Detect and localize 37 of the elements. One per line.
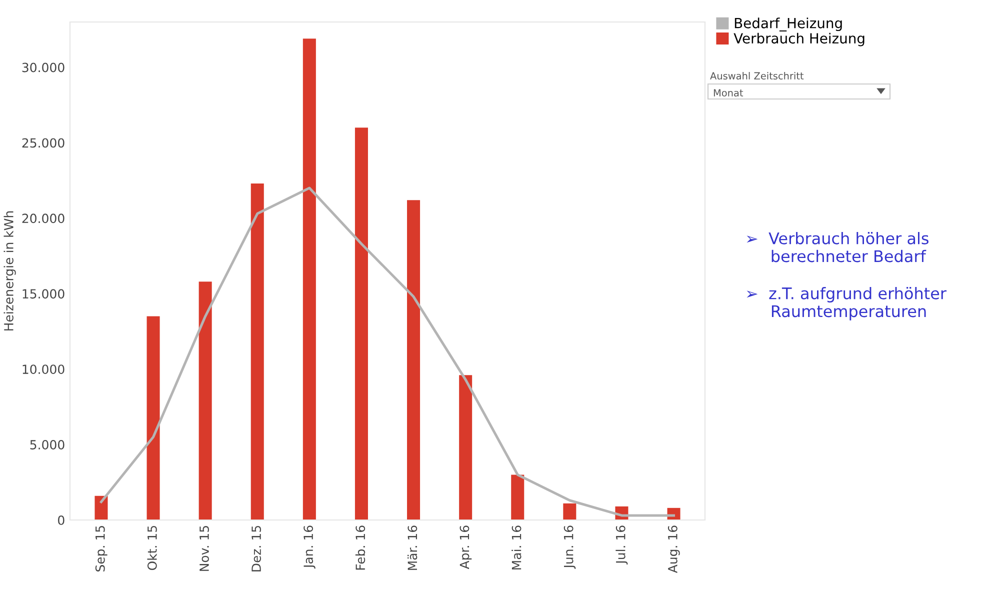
bar <box>302 38 316 520</box>
bar <box>198 282 212 520</box>
y-tick-label: 0 <box>58 515 64 525</box>
text: Auswahl Zeitschritt <box>710 72 804 80</box>
bar <box>250 183 264 520</box>
y-tick-label: 25.000 <box>22 138 64 148</box>
x-tick-label: Okt. 15 <box>147 526 157 570</box>
x-tick-label: Jun. 16 <box>564 526 576 569</box>
y-tick-label: 20.000 <box>22 214 64 224</box>
x-tick-label: Apr. 16 <box>460 526 472 570</box>
bar <box>146 316 160 520</box>
x-tick-label: Dez. 15 <box>252 526 262 572</box>
bar <box>407 200 420 520</box>
bar <box>511 474 524 520</box>
y-tick-label: 10.000 <box>22 364 64 374</box>
bar <box>459 375 472 520</box>
legend-label: Bedarf_Heizung <box>734 18 842 32</box>
text: ➢ z.T. aufgrund erhöhter Raumtemperaturen <box>746 287 946 320</box>
bar <box>94 496 108 520</box>
x-tick-label: Mai. 16 <box>512 526 522 570</box>
legend-label: Verbrauch Heizung <box>734 32 864 46</box>
x-tick-label: Feb. 16 <box>355 526 366 570</box>
x-tick-label: Sep. 15 <box>95 526 108 572</box>
x-tick-label: Nov. 15 <box>200 526 209 571</box>
y-tick-label: 30.000 <box>22 62 64 72</box>
line-series <box>100 186 676 517</box>
y-tick-label: 5.000 <box>30 440 64 450</box>
text: ➢ Verbrauch höher als berechneter Bedarf <box>746 232 928 262</box>
x-tick-label: Mär. 16 <box>408 526 418 570</box>
x-tick-label: Aug. 16 <box>668 526 680 574</box>
y-axis-title: Heizenergie in kWh <box>4 211 16 330</box>
x-tick-label: Jul. 16 <box>616 526 628 564</box>
text: Monat <box>714 89 744 97</box>
x-tick-label: Jan. 16 <box>304 526 316 569</box>
bar <box>354 128 368 520</box>
y-tick-label: 15.000 <box>22 289 64 299</box>
bar <box>563 503 576 520</box>
